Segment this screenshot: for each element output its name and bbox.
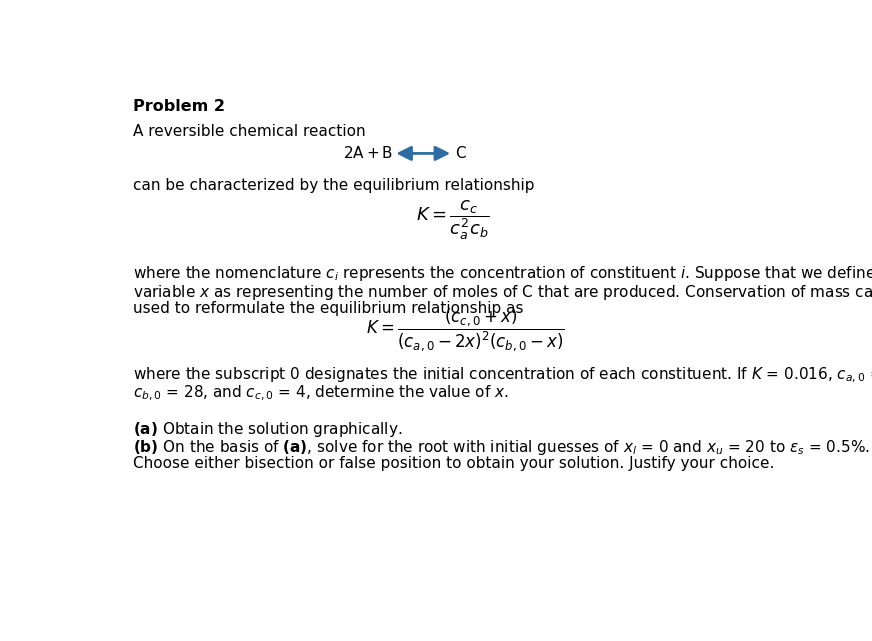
Text: Problem 2: Problem 2 xyxy=(133,99,225,114)
Text: where the nomenclature $c_i$ represents the concentration of constituent $i$. Su: where the nomenclature $c_i$ represents … xyxy=(133,265,872,283)
Text: can be characterized by the equilibrium relationship: can be characterized by the equilibrium … xyxy=(133,178,535,193)
Text: $K = \dfrac{(c_{c,0}+x)}{(c_{a,0}-2x)^2(c_{b,0}-x)}$: $K = \dfrac{(c_{c,0}+x)}{(c_{a,0}-2x)^2(… xyxy=(366,306,565,354)
Text: $\mathbf{(b)}$ On the basis of $\mathbf{(a)}$, solve for the root with initial g: $\mathbf{(b)}$ On the basis of $\mathbf{… xyxy=(133,438,869,457)
Text: $\mathdefault{C}$: $\mathdefault{C}$ xyxy=(455,146,467,162)
Text: $c_{b,0}$ = 28, and $c_{c,0}$ = 4, determine the value of $x$.: $c_{b,0}$ = 28, and $c_{c,0}$ = 4, deter… xyxy=(133,384,508,403)
Text: variable $x$ as representing the number of moles of C that are produced. Conserv: variable $x$ as representing the number … xyxy=(133,283,872,302)
Text: A reversible chemical reaction: A reversible chemical reaction xyxy=(133,124,365,139)
Text: $\mathdefault{2A + B}$: $\mathdefault{2A + B}$ xyxy=(343,146,392,162)
Text: $\mathbf{(a)}$ Obtain the solution graphically.: $\mathbf{(a)}$ Obtain the solution graph… xyxy=(133,420,402,439)
Text: Choose either bisection or false position to obtain your solution. Justify your : Choose either bisection or false positio… xyxy=(133,456,774,472)
Text: where the subscript 0 designates the initial concentration of each constituent. : where the subscript 0 designates the ini… xyxy=(133,365,872,385)
Text: used to reformulate the equilibrium relationship as: used to reformulate the equilibrium rela… xyxy=(133,301,523,316)
Text: $K = \dfrac{c_c}{c_a^2 c_b}$: $K = \dfrac{c_c}{c_a^2 c_b}$ xyxy=(417,198,490,242)
